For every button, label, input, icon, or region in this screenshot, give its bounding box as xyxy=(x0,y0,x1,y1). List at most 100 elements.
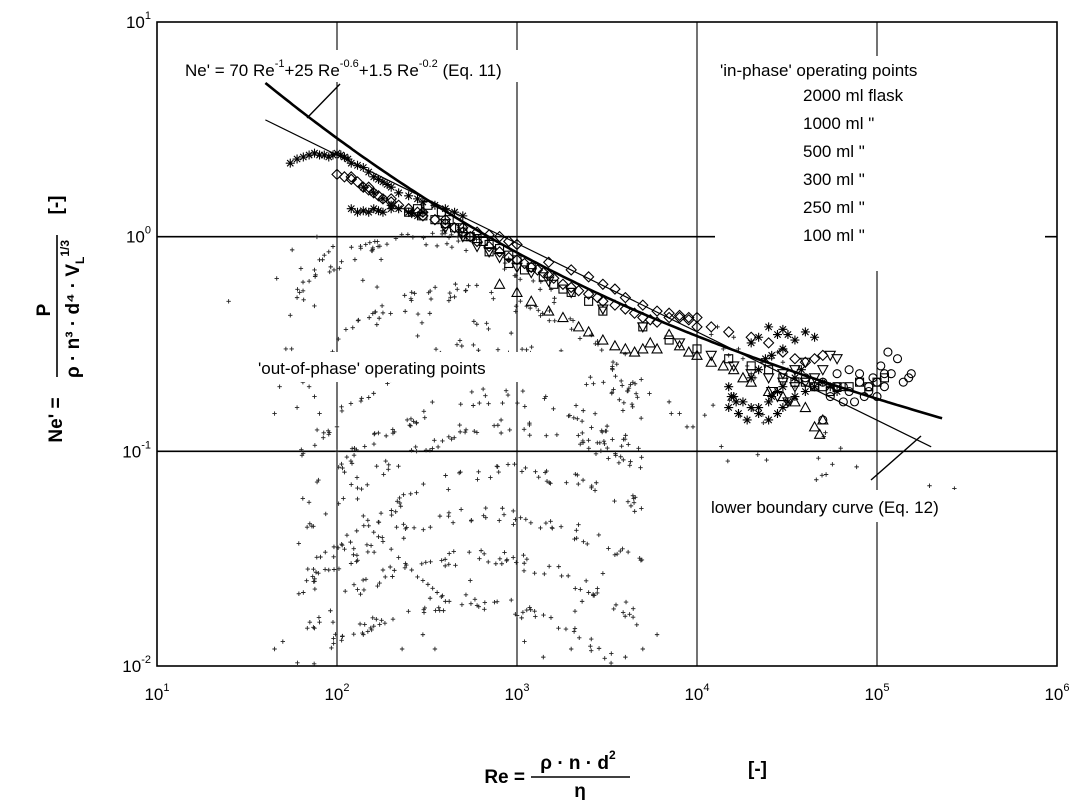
out-of-phase-point xyxy=(443,473,448,478)
out-of-phase-point xyxy=(336,336,341,342)
out-of-phase-point xyxy=(446,298,452,303)
out-of-phase-point xyxy=(529,344,534,350)
out-of-phase-point xyxy=(411,525,417,531)
lower-boundary-label-background xyxy=(706,490,1036,522)
out-of-phase-point xyxy=(342,547,347,552)
out-of-phase-point xyxy=(312,303,317,309)
out-of-phase-point xyxy=(312,579,317,584)
diamond-marker xyxy=(457,222,469,234)
out-of-phase-point xyxy=(457,338,463,343)
out-of-phase-point xyxy=(601,380,606,385)
circle-marker xyxy=(849,397,860,407)
out-of-phase-point xyxy=(374,463,379,469)
out-of-phase-point xyxy=(348,561,354,566)
out-of-phase-point xyxy=(396,464,401,469)
legend-entry-label: 1000 ml " xyxy=(803,114,874,133)
out-of-phase-point xyxy=(421,409,427,414)
out-of-phase-point xyxy=(377,580,382,586)
out-of-phase-point xyxy=(454,342,460,347)
out-of-phase-point xyxy=(451,549,456,554)
out-of-phase-point xyxy=(392,568,397,573)
y-tick-base: 10 xyxy=(126,228,145,247)
x-label-denominator: η xyxy=(574,781,586,800)
asterisk-marker xyxy=(832,386,842,396)
out-of-phase-point xyxy=(376,519,381,525)
diamond-marker xyxy=(493,246,506,258)
out-of-phase-point xyxy=(327,269,332,275)
out-of-phase-point xyxy=(466,283,471,288)
out-of-phase-point xyxy=(569,326,574,332)
out-of-phase-point xyxy=(390,574,395,579)
out-of-phase-point xyxy=(755,452,760,457)
out-of-phase-point xyxy=(380,567,386,573)
out-of-phase-point xyxy=(468,601,474,606)
out-of-phase-point xyxy=(546,564,552,569)
out-of-phase-point xyxy=(488,475,493,480)
out-of-phase-point xyxy=(449,244,455,250)
out-of-phase-point xyxy=(226,299,231,304)
out-of-phase-point xyxy=(390,427,395,432)
asterisk-marker xyxy=(336,150,346,160)
out-of-phase-point xyxy=(376,316,382,321)
asterisk-marker xyxy=(378,207,388,217)
out-of-phase-point xyxy=(613,602,619,608)
out-of-phase-point xyxy=(349,461,355,466)
triangle-up-marker xyxy=(691,349,703,360)
out-of-phase-point xyxy=(314,555,319,560)
out-of-phase-point xyxy=(507,427,512,433)
legend-entry-label: 2000 ml flask xyxy=(803,86,904,105)
out-of-phase-point xyxy=(463,427,469,433)
out-of-phase-point xyxy=(726,353,731,358)
asterisk-marker xyxy=(458,211,468,221)
out-of-phase-point xyxy=(736,346,741,352)
asterisk-marker xyxy=(772,330,782,340)
out-of-phase-point xyxy=(399,232,404,237)
out-of-phase-point xyxy=(428,559,433,564)
asterisk-marker xyxy=(778,344,788,354)
out-of-phase-point xyxy=(427,311,433,316)
diamond-marker xyxy=(357,181,370,193)
triangle-up-marker xyxy=(816,413,829,425)
asterisk-marker xyxy=(764,415,774,425)
out-of-phase-point xyxy=(339,638,344,643)
diamond-marker xyxy=(448,222,461,234)
out-of-phase-point xyxy=(508,330,514,336)
out-of-phase-point xyxy=(647,391,652,396)
diamond-marker xyxy=(471,235,483,248)
out-of-phase-point xyxy=(433,346,439,352)
out-of-phase-point xyxy=(428,296,434,302)
diamond-marker xyxy=(582,271,595,283)
asterisk-marker xyxy=(386,182,396,192)
out-of-phase-point xyxy=(295,287,300,292)
out-of-phase-point xyxy=(355,318,361,323)
diamond-marker xyxy=(537,266,550,279)
out-of-phase-point xyxy=(524,556,530,562)
y-tick-base: 10 xyxy=(122,657,141,676)
out-of-phase-point xyxy=(427,596,433,601)
out-of-phase-point xyxy=(483,515,488,520)
asterisk-marker xyxy=(790,373,800,383)
out-of-phase-point xyxy=(478,548,484,553)
x-tick-base: 10 xyxy=(1044,685,1063,704)
out-of-phase-point xyxy=(854,464,859,470)
out-of-phase-point xyxy=(360,278,366,283)
asterisk-marker xyxy=(418,207,428,217)
triangle-down-marker xyxy=(673,338,686,350)
asterisk-marker xyxy=(394,188,404,198)
out-of-phase-point xyxy=(306,279,312,284)
diamond-marker xyxy=(582,288,595,300)
out-of-phase-point xyxy=(340,542,345,548)
out-of-phase-point xyxy=(379,618,384,623)
diamond-marker xyxy=(651,305,663,317)
square-marker xyxy=(478,236,488,246)
circle-marker xyxy=(832,369,842,379)
out-of-phase-point xyxy=(371,391,376,396)
diamond-marker xyxy=(682,311,695,324)
asterisk-marker xyxy=(760,354,770,364)
circle-marker xyxy=(855,369,865,379)
diamond-marker xyxy=(789,352,801,365)
out-of-phase-point xyxy=(458,507,464,512)
out-of-phase-point xyxy=(305,566,310,572)
x-tick-label: 104 xyxy=(684,682,709,704)
out-of-phase-point xyxy=(331,641,336,646)
